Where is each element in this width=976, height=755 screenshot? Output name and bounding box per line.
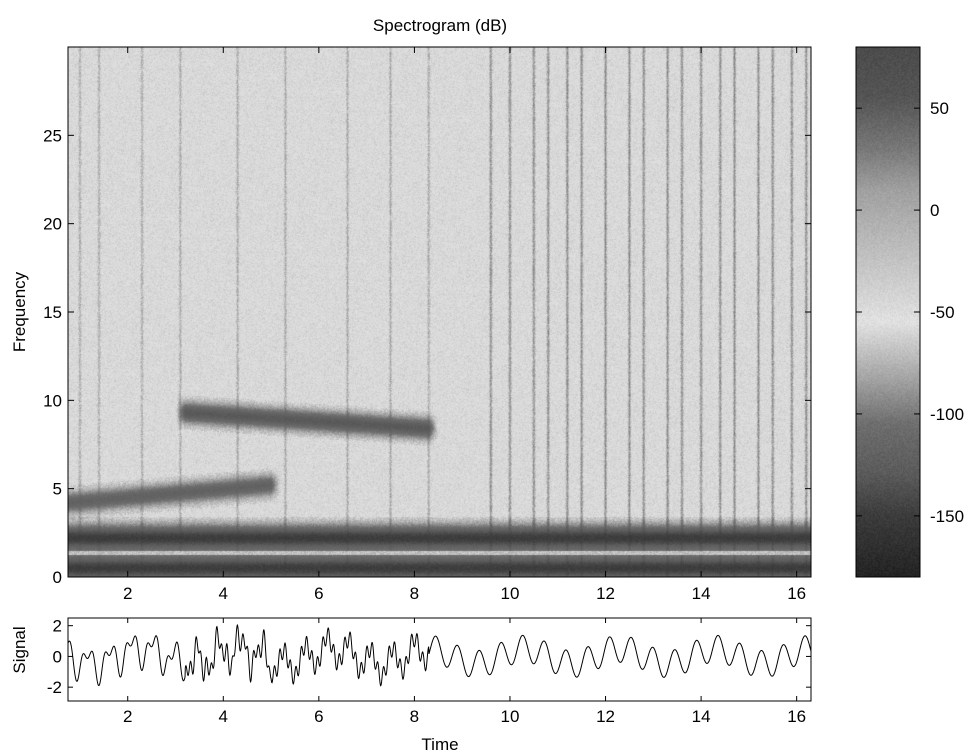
spectrogram-x-tick-label: 10 bbox=[501, 584, 520, 603]
signal-x-tick-label: 12 bbox=[596, 707, 615, 726]
spectrogram-y-tick-label: 0 bbox=[53, 568, 62, 587]
signal-x-tick-label: 2 bbox=[123, 707, 132, 726]
signal-y-axis-label: Signal bbox=[10, 626, 29, 673]
signal-y-tick-label: 2 bbox=[53, 617, 62, 636]
spectrogram-x-tick-label: 16 bbox=[787, 584, 806, 603]
colorbar-tick-label: -100 bbox=[930, 405, 964, 424]
spectrogram-image bbox=[68, 47, 811, 577]
signal-x-tick-label: 8 bbox=[410, 707, 419, 726]
spectrogram-y-tick-label: 5 bbox=[53, 480, 62, 499]
colorbar-frame bbox=[855, 46, 921, 578]
colorbar-image bbox=[856, 47, 920, 577]
spectrogram-y-tick-label: 25 bbox=[43, 126, 62, 145]
spectrogram-y-tick-label: 15 bbox=[43, 303, 62, 322]
spectrogram-x-tick-label: 8 bbox=[410, 584, 419, 603]
colorbar-tick-label: 0 bbox=[930, 201, 939, 220]
signal-y-tick-label: -2 bbox=[47, 678, 62, 697]
spectrogram-y-axis-label: Frequency bbox=[10, 271, 29, 352]
spectrogram-title: Spectrogram (dB) bbox=[373, 16, 507, 35]
colorbar-axis: 50 0 -50 -100 -150 bbox=[855, 46, 964, 578]
colorbar-tick-label: 50 bbox=[930, 99, 949, 118]
signal-line bbox=[67, 623, 812, 687]
spectrogram-axes: 2 4 6 8 10 12 14 16 0 5 10 15 20 25 bbox=[43, 46, 812, 603]
signal-x-tick-label: 14 bbox=[692, 707, 711, 726]
signal-x-tick-label: 10 bbox=[501, 707, 520, 726]
spectrogram-y-tick-label: 20 bbox=[43, 215, 62, 234]
signal-frame bbox=[67, 617, 812, 702]
spectrogram-x-tick-label: 14 bbox=[692, 584, 711, 603]
signal-x-tick-label: 16 bbox=[787, 707, 806, 726]
signal-axes: 2 4 6 8 10 12 14 16 -2 0 2 bbox=[47, 617, 812, 726]
spectrogram-x-tick-label: 12 bbox=[596, 584, 615, 603]
spectrogram-x-tick-label: 2 bbox=[123, 584, 132, 603]
signal-x-tick-label: 6 bbox=[314, 707, 323, 726]
signal-y-tick-label: 0 bbox=[53, 647, 62, 666]
spectrogram-frame bbox=[67, 46, 812, 578]
colorbar-tick-label: -150 bbox=[930, 507, 964, 526]
signal-x-tick-label: 4 bbox=[219, 707, 228, 726]
spectrogram-y-tick-label: 10 bbox=[43, 391, 62, 410]
colorbar-tick-label: -50 bbox=[930, 303, 955, 322]
signal-x-axis-label: Time bbox=[421, 735, 458, 754]
spectrogram-x-tick-label: 4 bbox=[219, 584, 228, 603]
spectrogram-x-tick-label: 6 bbox=[314, 584, 323, 603]
